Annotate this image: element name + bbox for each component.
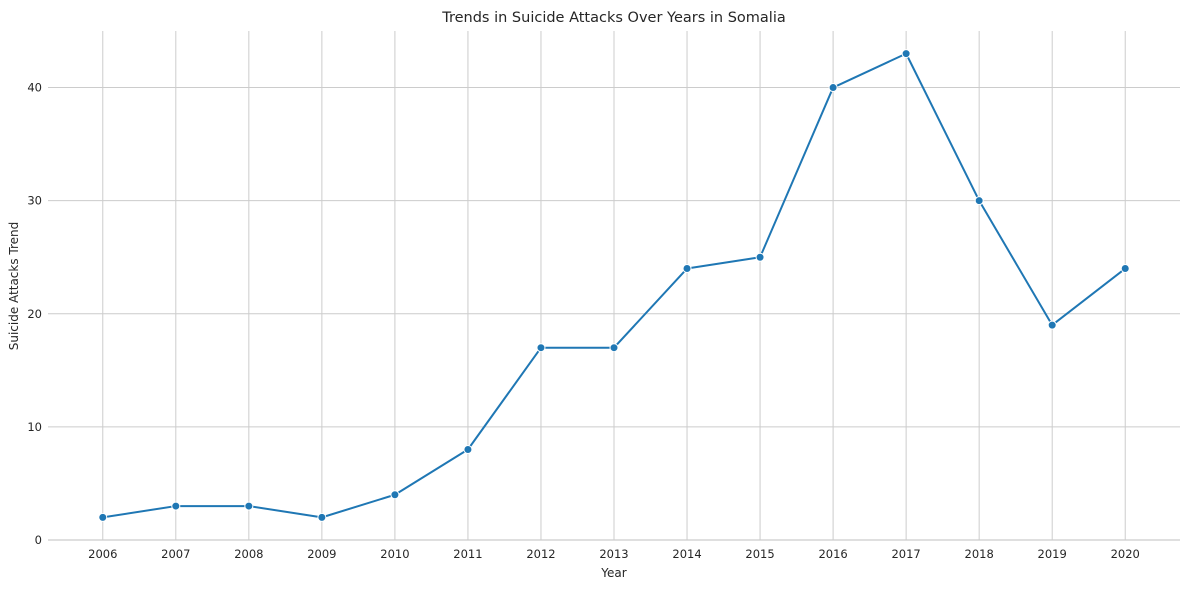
data-point-2008 [244,501,254,511]
data-point-2017 [901,49,911,59]
tick-labels: 2006 2007 2008 2009 2010 2011 2012 2013 2014 2015… [27,81,1140,561]
y-tick-label: 20 [27,307,42,321]
x-tick-label: 2007 [161,547,190,561]
y-tick-label: 0 [35,533,42,547]
data-point-2016 [828,83,838,93]
x-tick-label: 2018 [965,547,994,561]
data-point-2013 [609,343,619,353]
series [98,49,1130,522]
data-point-2007 [171,501,181,511]
data-point-2009 [317,512,327,522]
x-tick-label: 2016 [818,547,847,561]
y-tick-label: 10 [27,420,42,434]
x-tick-label: 2009 [307,547,336,561]
data-point-2018 [974,196,984,206]
y-tick-label: 40 [27,81,42,95]
data-point-2012 [536,343,546,353]
y-axis-label: Suicide Attacks Trend [7,222,21,351]
data-point-2010 [390,490,400,500]
data-point-2014 [682,264,692,274]
grid [48,31,1180,541]
data-point-2011 [463,445,473,455]
chart-title: Trends in Suicide Attacks Over Years in … [441,10,786,26]
x-tick-label: 2008 [234,547,263,561]
x-tick-label: 2011 [453,547,482,561]
x-tick-label: 2014 [672,547,701,561]
x-tick-label: 2006 [88,547,117,561]
x-tick-label: 2012 [526,547,555,561]
data-point-2020 [1120,264,1130,274]
data-point-2019 [1047,320,1057,330]
data-point-2015 [755,252,765,262]
x-tick-label: 2019 [1038,547,1067,561]
x-tick-label: 2013 [599,547,628,561]
x-tick-label: 2010 [380,547,409,561]
x-tick-label: 2017 [891,547,920,561]
x-tick-label: 2020 [1111,547,1140,561]
data-point-2006 [98,512,108,522]
x-axis-label: Year [600,566,626,580]
x-tick-label: 2015 [745,547,774,561]
y-tick-label: 30 [27,194,42,208]
